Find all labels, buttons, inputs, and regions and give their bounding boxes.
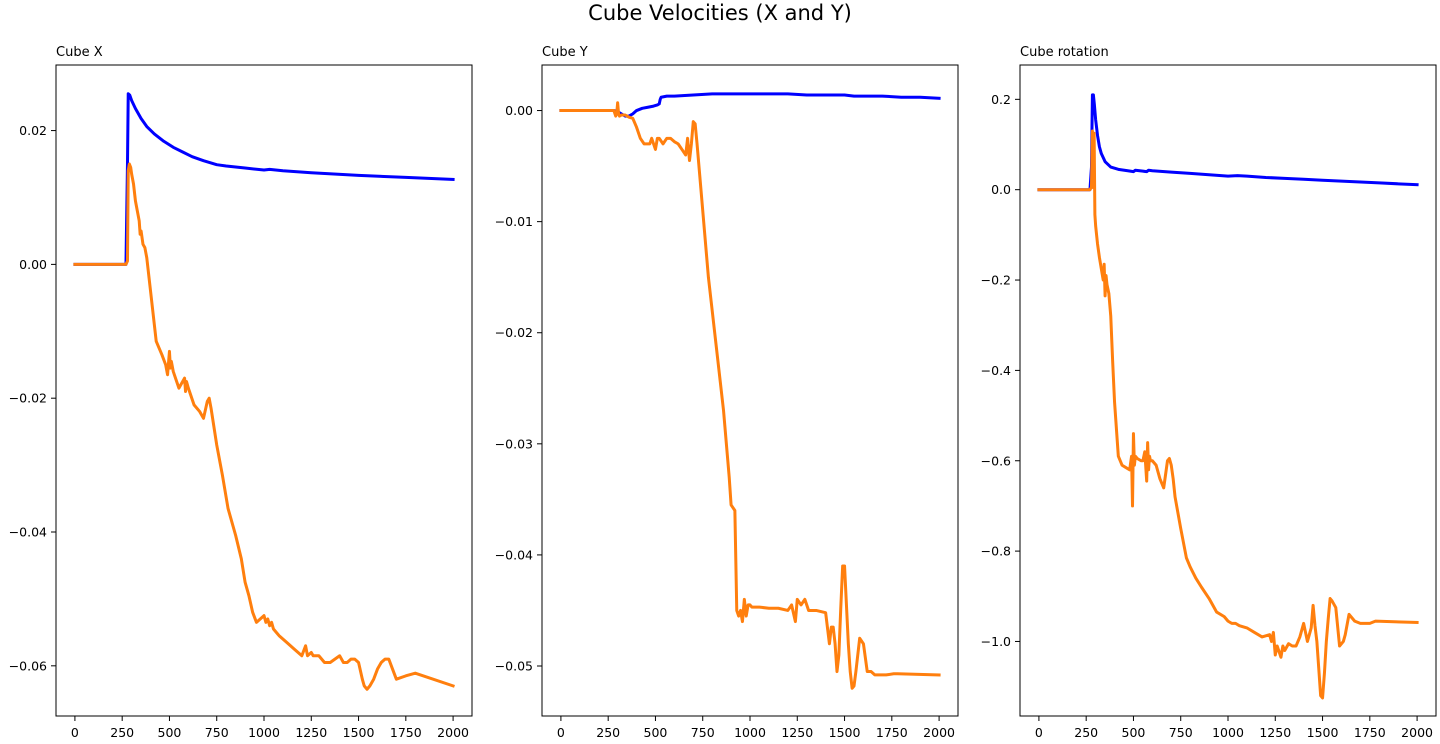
x-tick-label: 250 (110, 725, 134, 740)
panel-title: Cube rotation (1020, 45, 1109, 60)
y-tick-label: −0.05 (495, 659, 533, 674)
series-line-1 (559, 92, 941, 118)
y-tick-label: −0.4 (981, 363, 1011, 378)
x-tick-label: 1500 (1307, 725, 1339, 740)
y-tick-label: −0.6 (981, 453, 1011, 468)
y-tick-label: 0.00 (505, 103, 533, 118)
x-tick-label: 1750 (876, 725, 908, 740)
series-line-1 (1037, 93, 1419, 192)
x-tick-label: 1250 (295, 725, 327, 740)
y-tick-label: −0.02 (9, 391, 47, 406)
axes-frame (541, 64, 959, 717)
x-tick-label: 2000 (437, 725, 469, 740)
y-tick-label: −0.03 (495, 436, 533, 451)
x-tick-label: 1500 (829, 725, 861, 740)
x-tick-label: 1000 (248, 725, 280, 740)
x-tick-label: 1000 (734, 725, 766, 740)
x-tick-label: 500 (1122, 725, 1146, 740)
series-line-2 (1037, 129, 1419, 700)
x-tick-label: 2000 (1401, 725, 1433, 740)
y-tick-label: −0.06 (9, 658, 47, 673)
x-tick-label: 0 (557, 725, 565, 740)
x-tick-label: 250 (596, 725, 620, 740)
chart-panel-2: 0 250 500 750 1000 1250 1500 1750 2000 −0.05 −0.04… (495, 45, 959, 740)
y-tick-label: 0.02 (19, 123, 47, 138)
x-tick-label: 0 (1035, 725, 1043, 740)
y-tick-label: −0.04 (495, 547, 533, 562)
x-tick-label: 0 (71, 725, 79, 740)
axes-frame (1019, 64, 1437, 717)
x-tick-label: 1250 (1259, 725, 1291, 740)
chart-panel-3: 0 250 500 750 1000 1250 1500 1750 2000 −1.0 −0.8 −0… (981, 45, 1437, 740)
series-line-2 (559, 101, 941, 690)
y-tick-label: 0.2 (991, 92, 1011, 107)
panel-title: Cube X (56, 45, 103, 60)
panel-title: Cube Y (542, 45, 588, 60)
y-tick-label: −0.02 (495, 325, 533, 340)
y-tick-label: 0.00 (19, 257, 47, 272)
series-line-2 (73, 162, 455, 691)
y-tick-label: −0.01 (495, 214, 533, 229)
x-tick-label: 2000 (923, 725, 955, 740)
x-tick-label: 500 (644, 725, 668, 740)
x-tick-label: 1250 (781, 725, 813, 740)
y-tick-label: 0.0 (991, 182, 1011, 197)
x-tick-label: 750 (691, 725, 715, 740)
y-tick-label: −0.2 (981, 273, 1011, 288)
y-tick-label: −1.0 (981, 634, 1011, 649)
x-tick-label: 1750 (1354, 725, 1386, 740)
chart-panel-1: 0 250 500 750 1000 1250 1500 1750 2000 −0.06 −0.04… (9, 45, 473, 740)
y-tick-label: −0.8 (981, 544, 1011, 559)
figure-title: Cube Velocities (X and Y) (588, 1, 852, 25)
x-tick-label: 1750 (390, 725, 422, 740)
x-tick-label: 1500 (343, 725, 375, 740)
y-tick-label: −0.04 (9, 525, 47, 540)
x-tick-label: 750 (1169, 725, 1193, 740)
x-tick-label: 250 (1074, 725, 1098, 740)
x-tick-label: 1000 (1212, 725, 1244, 740)
x-tick-label: 750 (205, 725, 229, 740)
x-tick-label: 500 (158, 725, 182, 740)
series-line-1 (73, 92, 455, 266)
